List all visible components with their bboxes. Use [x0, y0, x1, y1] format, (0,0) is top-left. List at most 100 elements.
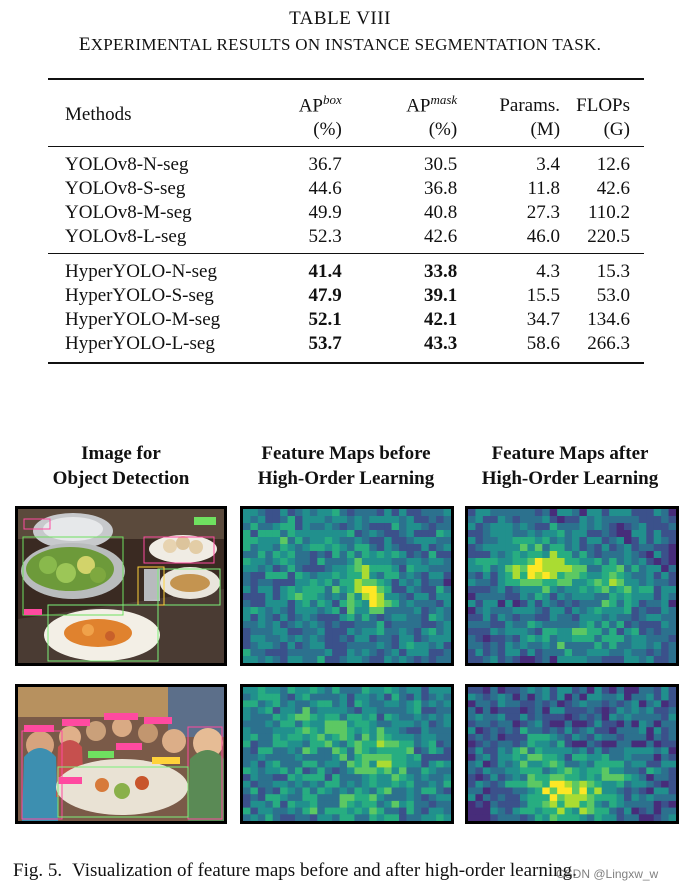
heatmap-cell	[354, 707, 363, 715]
heatmap-cell	[436, 707, 444, 715]
ap-box-unit: (%)	[313, 119, 342, 141]
heatmap-cell	[406, 733, 415, 741]
heatmap-cell	[443, 614, 451, 622]
heatmap-cell	[638, 614, 647, 622]
heatmap-cell	[391, 509, 400, 517]
heatmap-cell	[406, 593, 415, 601]
heatmap-cell	[579, 523, 588, 531]
heatmap-cell	[668, 760, 676, 768]
ap-mask-cell: 30.5	[423, 154, 458, 176]
heatmap-cell	[624, 586, 632, 594]
heatmap-cell	[347, 523, 355, 531]
heatmap-cell	[280, 628, 288, 636]
heatmap-cell	[542, 767, 551, 775]
heatmap-cell	[384, 774, 392, 782]
heatmap-cell	[295, 794, 303, 802]
heatmap-cell	[295, 551, 303, 559]
heatmap-cell	[436, 600, 444, 608]
heatmap-cell	[354, 794, 363, 802]
heatmap-cell	[413, 727, 422, 735]
heatmap-cell	[421, 635, 430, 643]
heatmap-cell	[586, 509, 595, 517]
heatmap-cell	[572, 544, 580, 552]
hyperyolo-group: HyperYOLO-N-seg 41.4 33.8 4.3 15.3 HyperYOLO…	[48, 253, 644, 364]
heatmap-cell	[668, 530, 676, 538]
heatmap-cell	[527, 707, 536, 715]
heatmap-cell	[243, 530, 251, 538]
heatmap-cell	[475, 747, 484, 755]
heatmap-cell	[406, 572, 415, 580]
heatmap-cell	[586, 607, 595, 615]
heatmap-cell	[302, 733, 311, 741]
heatmap-cell	[332, 767, 340, 775]
heatmap-cell	[624, 551, 632, 559]
heatmap-cell	[512, 687, 521, 695]
heatmap-cell	[646, 509, 655, 517]
heatmap-cell	[609, 794, 617, 802]
heatmap-cell	[406, 607, 415, 615]
heatmap-cell	[601, 787, 610, 795]
heatmap-cell	[542, 814, 551, 821]
heatmap-cell	[527, 516, 536, 524]
heatmap-cell	[668, 800, 676, 808]
heatmap-cell	[391, 700, 400, 708]
heatmap-cell	[280, 780, 288, 788]
figure-caption: Fig. 5. Visualization of feature maps bef…	[13, 860, 577, 882]
heatmap-cell	[557, 586, 565, 594]
heatmap-cell	[369, 700, 378, 708]
heatmap-cell	[534, 607, 543, 615]
heatmap-cell	[250, 760, 259, 768]
heatmap-cell	[391, 516, 400, 524]
ap-box-label: AP	[298, 95, 323, 117]
heatmap-cell	[586, 544, 595, 552]
heatmap-cell	[421, 544, 430, 552]
heatmap-cell	[265, 586, 274, 594]
heatmap-cell	[564, 700, 573, 708]
heatmap-cell	[428, 509, 437, 517]
heatmap-cell	[609, 607, 617, 615]
heatmap-cell	[302, 523, 311, 531]
heatmap-cell	[505, 707, 513, 715]
heatmap-cell	[549, 586, 558, 594]
heatmap-cell	[527, 558, 536, 566]
heatmap-cell	[243, 693, 251, 701]
heatmap-cell	[295, 565, 303, 573]
heatmap-cell	[482, 656, 491, 663]
heatmap-cell	[505, 794, 513, 802]
method-cell: HyperYOLO-N-seg	[48, 253, 243, 285]
heatmap-cell	[468, 720, 476, 728]
label-line: Object Detection	[52, 468, 190, 489]
heatmap-cell	[399, 614, 407, 622]
heatmap-cell	[512, 747, 521, 755]
heatmap-cell	[624, 600, 632, 608]
heatmap-cell	[594, 607, 603, 615]
heatmap-cell	[549, 693, 558, 701]
heatmap-cell	[428, 537, 437, 545]
heatmap-cell	[339, 614, 348, 622]
heatmap-cell	[572, 747, 580, 755]
heatmap-cell	[579, 733, 588, 741]
heatmap-cell	[436, 621, 444, 629]
heatmap-cell	[653, 767, 662, 775]
heatmap-cell	[601, 814, 610, 821]
heatmap-cell	[520, 565, 528, 573]
heatmap-cell	[421, 767, 430, 775]
heatmap-cell	[468, 509, 476, 517]
heatmap-cell	[631, 700, 640, 708]
heatmap-cell	[324, 767, 333, 775]
heatmap-cell	[586, 649, 595, 657]
heatmap-cell	[406, 509, 415, 517]
heatmap-cell	[490, 747, 499, 755]
heatmap-cell	[616, 687, 625, 695]
heatmap-cell	[631, 807, 640, 815]
heatmap-cell	[490, 720, 499, 728]
heatmap-cell	[361, 760, 370, 768]
heatmap-cell	[243, 635, 251, 643]
heatmap-cell	[668, 767, 676, 775]
heatmap-cell	[332, 551, 340, 559]
heatmap-cell	[564, 607, 573, 615]
heatmap-cell	[490, 579, 499, 587]
heatmap-cell	[572, 774, 580, 782]
heatmap-cell	[638, 720, 647, 728]
heatmap-cell	[564, 720, 573, 728]
